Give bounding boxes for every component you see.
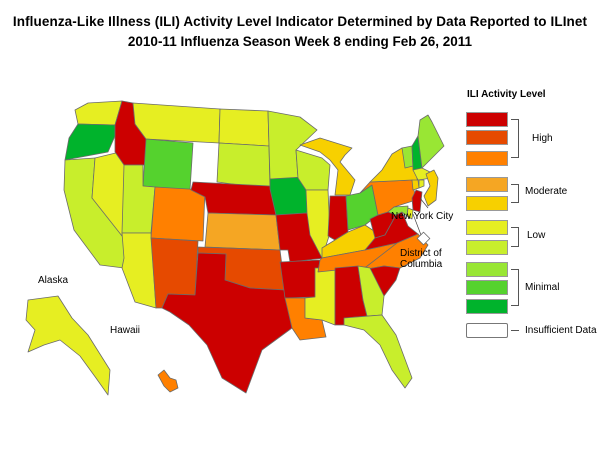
legend-label-insufficient: Insufficient Data [525,325,597,336]
legend-swatch-minimal-1 [466,262,508,277]
legend-title: ILI Activity Level [467,89,546,100]
legend-bracket-moderate [511,184,519,203]
legend-label-moderate: Moderate [525,186,568,197]
legend-label-low: Low [527,230,546,241]
state-rhode-island [418,179,425,189]
label-district-of-columbia: District of Columbia [400,248,443,270]
state-kansas [204,212,281,251]
state-new-jersey [411,189,423,213]
legend-swatch-low-2 [466,240,508,255]
state-virginia [364,211,419,251]
state-michigan [299,137,356,196]
nyc-pointer-line [419,197,429,209]
legend-swatch-high-2 [466,130,508,145]
legend-label-minimal: Minimal [525,282,560,293]
legend-label-high: High [532,133,553,144]
state-montana [132,102,221,144]
legend-bracket-insufficient [511,330,519,331]
legend-swatch-minimal-3 [466,299,508,314]
region-new-york-city [423,169,439,207]
state-maine [417,114,445,169]
state-texas [161,252,293,394]
state-washington [74,100,123,126]
label-new-york-city: New York City [391,211,454,222]
legend-swatch-high-3 [466,151,508,166]
legend-bracket-high [511,119,519,158]
legend-swatch-moderate-1 [466,177,508,192]
page-title: Influenza-Like Illness (ILI) Activity Le… [12,14,588,29]
legend-swatch-high-1 [466,112,508,127]
legend-swatch-low-1 [466,220,508,235]
state-arkansas [279,259,321,299]
legend-bracket-low [511,227,519,247]
state-alaska [25,295,111,396]
state-south-dakota [216,142,271,190]
region-district-of-columbia [416,231,431,246]
label-hawaii: Hawaii [110,325,141,336]
state-connecticut [411,179,420,191]
dc-pointer-line [412,213,422,236]
legend-swatch-moderate-2 [466,196,508,211]
legend-swatch-insufficient [466,323,508,338]
label-alaska: Alaska [38,275,69,286]
state-colorado [150,186,206,242]
legend-swatch-minimal-2 [466,280,508,295]
page-subtitle: 2010-11 Influenza Season Week 8 ending F… [127,34,473,49]
state-florida [343,314,413,389]
state-north-dakota [218,108,270,147]
state-hawaii [157,369,179,393]
state-wyoming [142,138,194,191]
state-maryland [387,205,409,217]
legend-bracket-minimal [511,269,519,306]
state-arizona [121,232,157,309]
